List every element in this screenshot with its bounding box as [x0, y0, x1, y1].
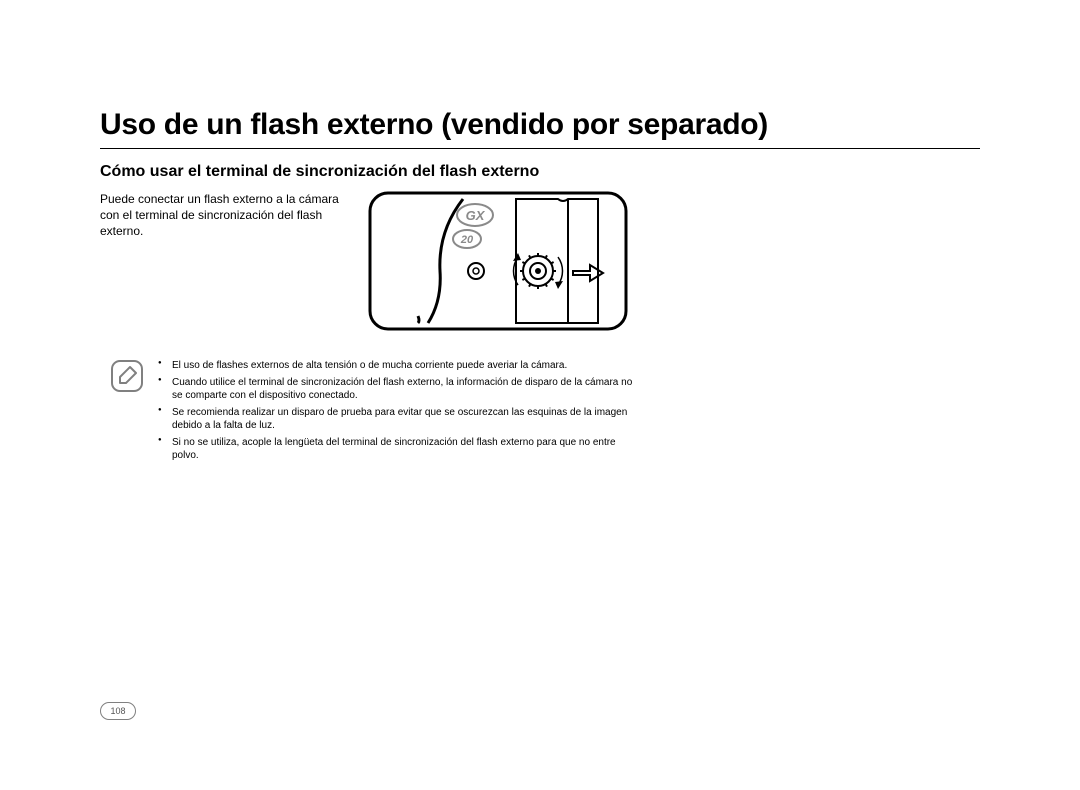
note-item: Si no se utiliza, acople la lengüeta del… — [158, 436, 638, 462]
note-list: El uso de flashes externos de alta tensi… — [158, 359, 638, 466]
page-number: 108 — [100, 702, 136, 720]
note-icon — [110, 359, 144, 393]
intro-text: Puede conectar un flash externo a la cám… — [100, 191, 350, 240]
note-item: El uso de flashes externos de alta tensi… — [158, 359, 638, 372]
note-item: Cuando utilice el terminal de sincroniza… — [158, 376, 638, 402]
note-block: El uso de flashes externos de alta tensi… — [110, 359, 980, 466]
section-subtitle: Cómo usar el terminal de sincronización … — [100, 163, 980, 181]
camera-sync-terminal-figure: GX 20 — [368, 191, 628, 331]
badge-gx-text: GX — [466, 208, 486, 223]
note-item: Se recomienda realizar un disparo de pru… — [158, 406, 638, 432]
manual-page: Uso de un flash externo (vendido por sep… — [0, 0, 1080, 790]
page-title: Uso de un flash externo (vendido por sep… — [100, 108, 980, 149]
badge-20-text: 20 — [460, 234, 474, 246]
intro-row: Puede conectar un flash externo a la cám… — [100, 191, 980, 331]
